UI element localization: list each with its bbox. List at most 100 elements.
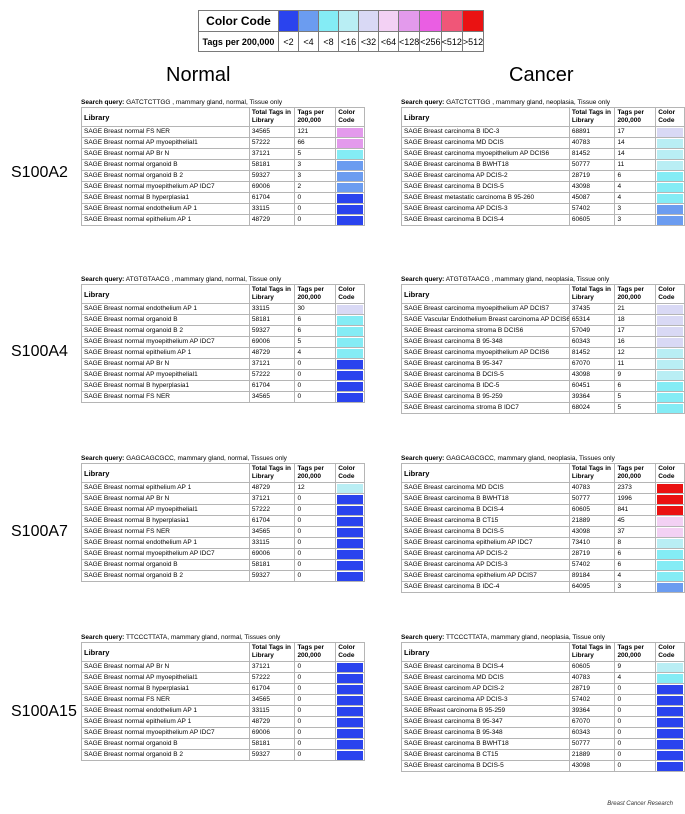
color-code-swatch: [337, 215, 363, 225]
table-row: SAGE Breast normal AP myoepithelial1 5722…: [81, 672, 365, 684]
tags-per-200000: 0: [614, 694, 657, 706]
library-name: SAGE Breast normal organoid B 2: [81, 570, 250, 582]
color-code-cell: [655, 493, 685, 505]
tags-per-200000: 6: [614, 380, 657, 392]
sage-panel-s100a7-cancer: Search query: GAGCAGCGCC, mammary gland,…: [401, 454, 685, 593]
library-name: SAGE Breast carcinoma epithelium AP IDC7: [401, 537, 570, 549]
journal-credit: Breast Cancer Research: [607, 801, 673, 807]
tags-per-200000: 37: [614, 526, 657, 538]
legend-bin-label: <64: [378, 31, 399, 52]
tags-per-200000: 4: [294, 347, 337, 359]
legend-tags-title: Tags per 200,000: [198, 31, 279, 52]
tags-per-200000: 0: [614, 749, 657, 761]
library-name: SAGE Breast carcinoma B 95-347: [401, 716, 570, 728]
legend-bin-label: <4: [298, 31, 319, 52]
search-query: Search query: GAGCAGCGCC, mammary gland,…: [81, 454, 365, 463]
color-code-cell: [335, 738, 365, 750]
color-code-cell: [335, 570, 365, 582]
library-name: SAGE Breast normal AP Br N: [81, 493, 250, 505]
table-row: SAGE Breast normal AP Br N 37121 0: [81, 493, 365, 505]
tags-per-200000: 0: [294, 391, 337, 403]
library-name: SAGE Breast carcinoma stroma B DCIS6: [401, 325, 570, 337]
tags-per-200000: 3: [614, 581, 657, 593]
total-tags: 61704: [248, 683, 296, 695]
tags-per-200000: 6: [614, 548, 657, 560]
color-code-swatch: [337, 160, 363, 170]
total-tags: 67070: [568, 358, 616, 370]
library-name: SAGE Breast carcinoma AP DCIS-3: [401, 203, 570, 215]
tags-per-200000: 0: [294, 537, 337, 549]
total-tags: 40783: [568, 482, 616, 494]
total-tags: 21889: [568, 749, 616, 761]
table-header-row: Library Total Tags in Library Tags per 200…: [401, 463, 685, 483]
table-header-row: Library Total Tags in Library Tags per 200…: [81, 463, 365, 483]
tags-per-200000: 0: [294, 369, 337, 381]
library-name: SAGE Breast carcinoma myoepithelium AP D…: [401, 303, 570, 315]
total-tags: 58181: [248, 738, 296, 750]
tags-per-200000: 1996: [614, 493, 657, 505]
col-header-tags-per: Tags per 200,000: [614, 107, 657, 127]
table-row: SAGE Breast carcinoma B DCIS-5 43098 0: [401, 760, 685, 772]
total-tags: 69006: [248, 727, 296, 739]
library-name: SAGE Breast carcinoma B 95-347: [401, 358, 570, 370]
color-code-cell: [335, 672, 365, 684]
table-row: SAGE Breast metastatic carcinoma B 95-26…: [401, 192, 685, 204]
tags-per-200000: 0: [294, 683, 337, 695]
total-tags: 48729: [248, 214, 296, 226]
col-header-library: Library: [401, 284, 570, 304]
color-code-cell: [655, 749, 685, 761]
table-row: SAGE Breast normal B hyperplasia1 61704 0: [81, 380, 365, 392]
table-row: SAGE Breast normal AP Br N 37121 5: [81, 148, 365, 160]
color-code-swatch: [657, 392, 683, 402]
search-query-text: TTCCCTTATA, mammary gland, normal, Tissu…: [124, 634, 281, 641]
color-code-cell: [655, 137, 685, 149]
color-code-swatch: [337, 560, 363, 570]
library-name: SAGE Breast carcinoma B 95-348: [401, 336, 570, 348]
library-name: SAGE Breast normal AP myoepithelial1: [81, 137, 250, 149]
search-query-label: Search query:: [81, 99, 125, 106]
table-row: SAGE Breast normal organoid B 58181 0: [81, 559, 365, 571]
col-header-color-code: Color Code: [335, 642, 365, 662]
library-name: SAGE Breast carcinoma B 95-348: [401, 727, 570, 739]
color-code-swatch: [337, 516, 363, 526]
total-tags: 48729: [248, 482, 296, 494]
library-name: SAGE Breast metastatic carcinoma B 95-26…: [401, 192, 570, 204]
tags-per-200000: 2: [294, 181, 337, 193]
library-name: SAGE Breast carcinoma B DCIS-4: [401, 214, 570, 226]
total-tags: 57222: [248, 369, 296, 381]
total-tags: 37121: [248, 493, 296, 505]
color-code-swatch: [337, 348, 363, 358]
tags-per-200000: 0: [294, 672, 337, 684]
library-name: SAGE Breast carcinoma B CT15: [401, 515, 570, 527]
legend-swatch: [338, 10, 359, 32]
col-header-color-code: Color Code: [655, 107, 685, 127]
color-code-cell: [655, 336, 685, 348]
color-code-swatch: [657, 673, 683, 683]
library-name: SAGE Breast carcinom AP DCIS-2: [401, 683, 570, 695]
search-query-label: Search query:: [81, 455, 125, 462]
sage-table: Library Total Tags in Library Tags per 200…: [81, 463, 365, 582]
library-name: SAGE BReast carcinoma B 95-259: [401, 705, 570, 717]
col-header-color-code: Color Code: [335, 284, 365, 304]
col-header-color-code: Color Code: [335, 107, 365, 127]
total-tags: 58181: [248, 159, 296, 171]
total-tags: 37121: [248, 661, 296, 673]
color-code-swatch: [337, 326, 363, 336]
legend-swatch: [461, 10, 485, 32]
legend-swatch: [397, 10, 421, 32]
tags-per-200000: 8: [614, 537, 657, 549]
color-code-cell: [335, 515, 365, 527]
sage-panel-s100a7-normal: Search query: GAGCAGCGCC, mammary gland,…: [81, 454, 365, 582]
color-code-swatch: [337, 695, 363, 705]
color-code-cell: [655, 181, 685, 193]
tags-per-200000: 0: [614, 683, 657, 695]
table-row: SAGE BReast carcinoma B 95-259 39364 0: [401, 705, 685, 717]
tags-per-200000: 0: [614, 716, 657, 728]
table-row: SAGE Breast carcinoma AP DCIS-2 28719 6: [401, 170, 685, 182]
total-tags: 33115: [248, 705, 296, 717]
tags-per-200000: 12: [614, 347, 657, 359]
legend-label-row: Tags per 200,000 <2 <4 <8 <16 <32 <64 <1…: [198, 31, 485, 52]
table-row: SAGE Breast carcinoma MD DCIS 40783 14: [401, 137, 685, 149]
table-row: SAGE Breast carcinoma AP DCIS-3 57402 3: [401, 203, 685, 215]
total-tags: 60451: [568, 380, 616, 392]
